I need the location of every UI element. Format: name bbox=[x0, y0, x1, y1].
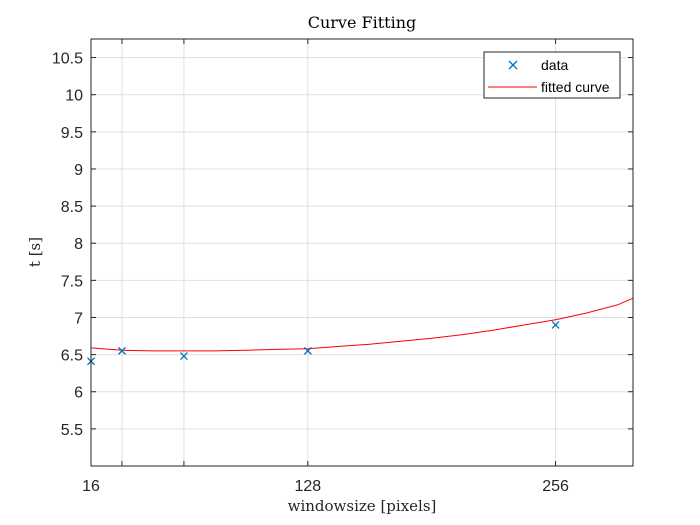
y-axis-label: t [s] bbox=[26, 237, 44, 267]
legend-marker-data bbox=[508, 60, 518, 70]
x-tick-label: 256 bbox=[542, 478, 569, 495]
x-tick-label: 16 bbox=[82, 478, 100, 495]
data-point-marker bbox=[303, 346, 312, 355]
legend-label-data: data bbox=[541, 57, 568, 73]
axis-ticks: 5.5 6 6.5 7 7.5 8 8.5 9 9.5 10 10.5 16 128 256 bbox=[52, 39, 633, 495]
data-point-marker bbox=[118, 346, 126, 355]
data-point-marker bbox=[179, 352, 188, 361]
plot-frame bbox=[90, 38, 634, 467]
y-tick-label: 9.5 bbox=[61, 125, 83, 142]
chart-title: Curve Fitting bbox=[308, 13, 417, 32]
data-point-marker bbox=[551, 320, 560, 329]
legend: data fitted curve bbox=[483, 51, 621, 99]
y-tick-label: 10.5 bbox=[52, 51, 83, 68]
grid-lines bbox=[90, 39, 633, 466]
y-tick-label: 5.5 bbox=[61, 422, 83, 439]
y-tick-label: 6.5 bbox=[61, 348, 83, 365]
fitted-curve-layer bbox=[90, 297, 634, 352]
y-tick-label: 8 bbox=[74, 236, 83, 253]
y-tick-label: 7.5 bbox=[61, 273, 83, 290]
y-tick-label: 8.5 bbox=[61, 199, 83, 216]
x-tick-label: 128 bbox=[294, 478, 321, 495]
y-tick-label: 10 bbox=[65, 88, 83, 105]
plot-background bbox=[91, 39, 633, 466]
y-tick-label: 9 bbox=[74, 162, 83, 179]
legend-box bbox=[483, 51, 621, 99]
x-axis-label: windowsize [pixels] bbox=[288, 497, 437, 515]
y-tick-label: 6 bbox=[74, 385, 83, 402]
legend-label-fitted-curve: fitted curve bbox=[541, 79, 610, 95]
fitted-curve-line bbox=[90, 297, 634, 352]
y-tick-label: 7 bbox=[74, 310, 83, 327]
